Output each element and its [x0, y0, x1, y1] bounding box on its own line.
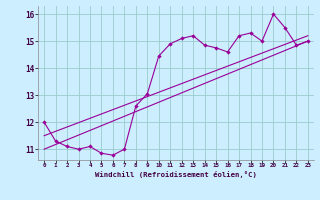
- X-axis label: Windchill (Refroidissement éolien,°C): Windchill (Refroidissement éolien,°C): [95, 171, 257, 178]
